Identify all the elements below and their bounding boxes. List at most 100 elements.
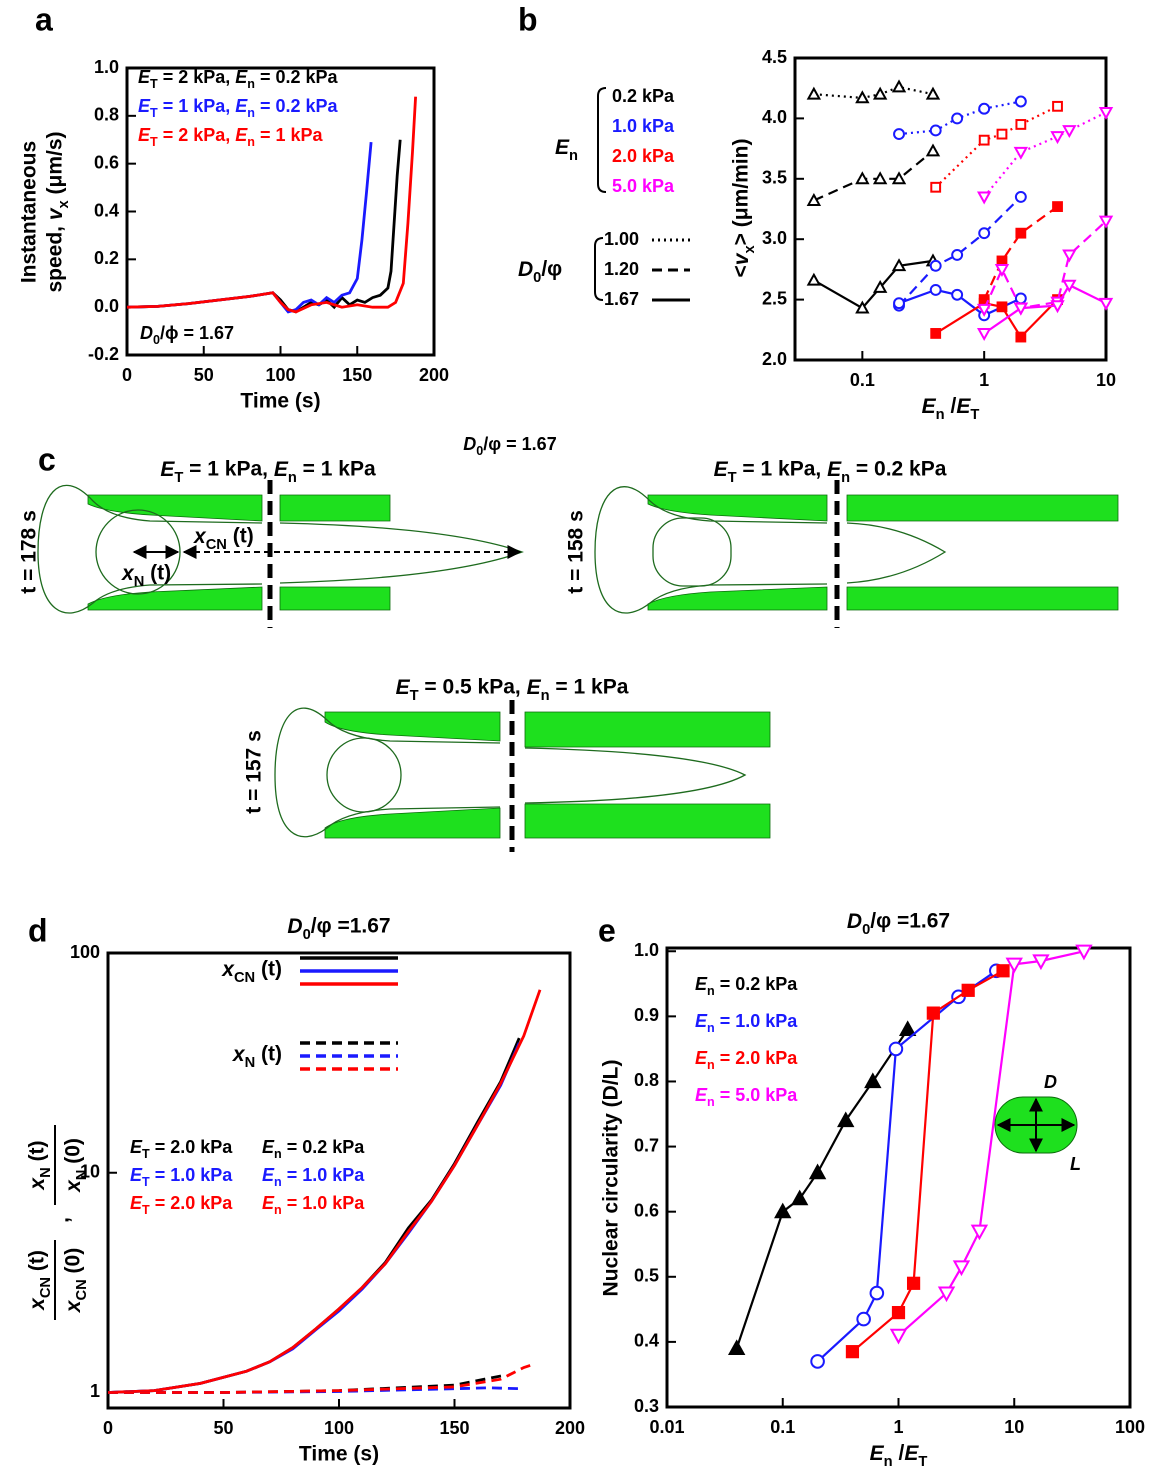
marker [774, 1202, 792, 1219]
x-tick-label: 10 [1096, 370, 1116, 390]
marker [1062, 249, 1077, 263]
y-tick-label: 2.5 [762, 288, 787, 308]
marker [893, 297, 905, 310]
marker [1098, 297, 1114, 311]
marker [1015, 331, 1027, 343]
marker [1050, 131, 1065, 145]
marker [855, 300, 870, 314]
legend-title: D0/φ [518, 258, 562, 286]
marker [872, 171, 888, 185]
annotation: ET = 2.0 kPa [130, 1193, 233, 1218]
marker [978, 102, 991, 115]
cell-outline [594, 486, 947, 614]
nucleus [652, 517, 732, 587]
marker [855, 90, 870, 104]
channel-wall [846, 494, 1119, 522]
legend-entry: En = 5.0 kPa [695, 1085, 798, 1110]
time-label: t = 157 s [243, 730, 266, 813]
marker [925, 143, 941, 157]
annotation: En = 0.2 kPa [262, 1137, 365, 1162]
marker [872, 279, 888, 293]
y-axis-label: Nuclear circularity (D/L) [600, 1060, 623, 1297]
x-tick-label: 100 [324, 1418, 354, 1438]
channel-wall [87, 494, 263, 522]
y-tick-label: -0.2 [88, 344, 119, 364]
x-axis-label: Time (s) [299, 1443, 379, 1466]
series-line [108, 1362, 536, 1394]
legend-entry: En = 0.2 kPa [695, 974, 798, 999]
marker [1015, 227, 1027, 239]
marker [925, 86, 941, 100]
legend-entry: 1.00 [604, 229, 639, 249]
y-tick-label: 0.5 [634, 1266, 659, 1286]
legend-entry: 0.2 kPa [612, 86, 675, 106]
series-line [126, 141, 373, 314]
x-tick-label: 150 [342, 365, 372, 385]
x-tick-label: 100 [1115, 1417, 1145, 1437]
x-axis-label: En /ET [870, 1442, 928, 1470]
nucleus [95, 509, 181, 595]
marker [1014, 190, 1027, 203]
y-tick-label: 4.5 [762, 47, 787, 67]
channel-wall [87, 586, 263, 611]
series-line [735, 1028, 909, 1349]
y-label-numerator: xN (t) [26, 1140, 54, 1190]
legend-entry: En = 2.0 kPa [695, 1048, 798, 1073]
marker [872, 86, 888, 100]
legend-entry: 2.0 kPa [612, 146, 675, 166]
marker [929, 124, 942, 137]
marker [810, 1354, 825, 1369]
series-line [898, 196, 1022, 307]
marker [891, 171, 907, 185]
y-tick-label: 1.0 [634, 940, 659, 960]
marker [976, 191, 992, 205]
diagram-title: ET = 1 kPa, En = 0.2 kPa [714, 458, 947, 486]
legend-entry: En = 1.0 kPa [695, 1011, 798, 1036]
marker [1052, 100, 1063, 112]
panel-c: c D0/φ = 1.67 ET = 1 kPa, En = 1 kPa t =… [18, 434, 1119, 852]
y-tick-label: 3.5 [762, 168, 787, 188]
y-axis-label: <vx> (μm/min) [730, 139, 758, 278]
marker [1098, 215, 1114, 229]
y-axis-label: xCN (t)xCN (0)xN (t)xN (0), [26, 1125, 90, 1320]
x-tick-label: 50 [213, 1418, 233, 1438]
arrow-label: xCN (t) [193, 525, 254, 553]
y-tick-label: 1 [90, 1381, 100, 1401]
y-tick-label: 0.4 [634, 1331, 659, 1351]
y-label-numerator: xCN (t) [26, 1250, 54, 1311]
marker [976, 303, 992, 317]
y-tick-label: 0.0 [94, 296, 119, 316]
marker [1014, 292, 1027, 305]
channel-wall [647, 494, 828, 522]
x-tick-label: 1 [979, 370, 989, 390]
y-axis-label: Instantaneous speed, vx (μm/s) [18, 131, 72, 292]
y-tick-label: 0.4 [94, 200, 119, 220]
marker [930, 328, 942, 339]
marker [1014, 95, 1027, 108]
marker [1052, 201, 1063, 212]
legend-title: En [555, 136, 578, 164]
x-tick-label: 150 [439, 1418, 469, 1438]
marker [889, 1328, 908, 1345]
legend-entry: ET = 2 kPa, En = 1 kPa [138, 125, 324, 150]
legend-bracket [594, 237, 604, 301]
channel-wall [524, 803, 771, 839]
marker [930, 181, 942, 193]
marker [970, 1224, 989, 1241]
time-label: t = 178 s [18, 510, 41, 593]
marker [869, 1285, 885, 1301]
marker [1005, 957, 1023, 974]
series-line [107, 1042, 521, 1394]
annotation: D0/ϕ = 1.67 [140, 323, 234, 348]
y-tick-label: 0.9 [634, 1005, 659, 1025]
legend-entry: xCN (t) [221, 958, 282, 986]
marker [806, 272, 822, 286]
series-line [107, 989, 542, 1394]
x-tick-label: 100 [265, 365, 295, 385]
marker [806, 192, 822, 206]
diagram-label: D0/φ = 1.67 [463, 434, 556, 459]
annotation: ET = 2.0 kPa [130, 1137, 233, 1162]
series-line [813, 150, 934, 202]
marker [806, 86, 822, 100]
